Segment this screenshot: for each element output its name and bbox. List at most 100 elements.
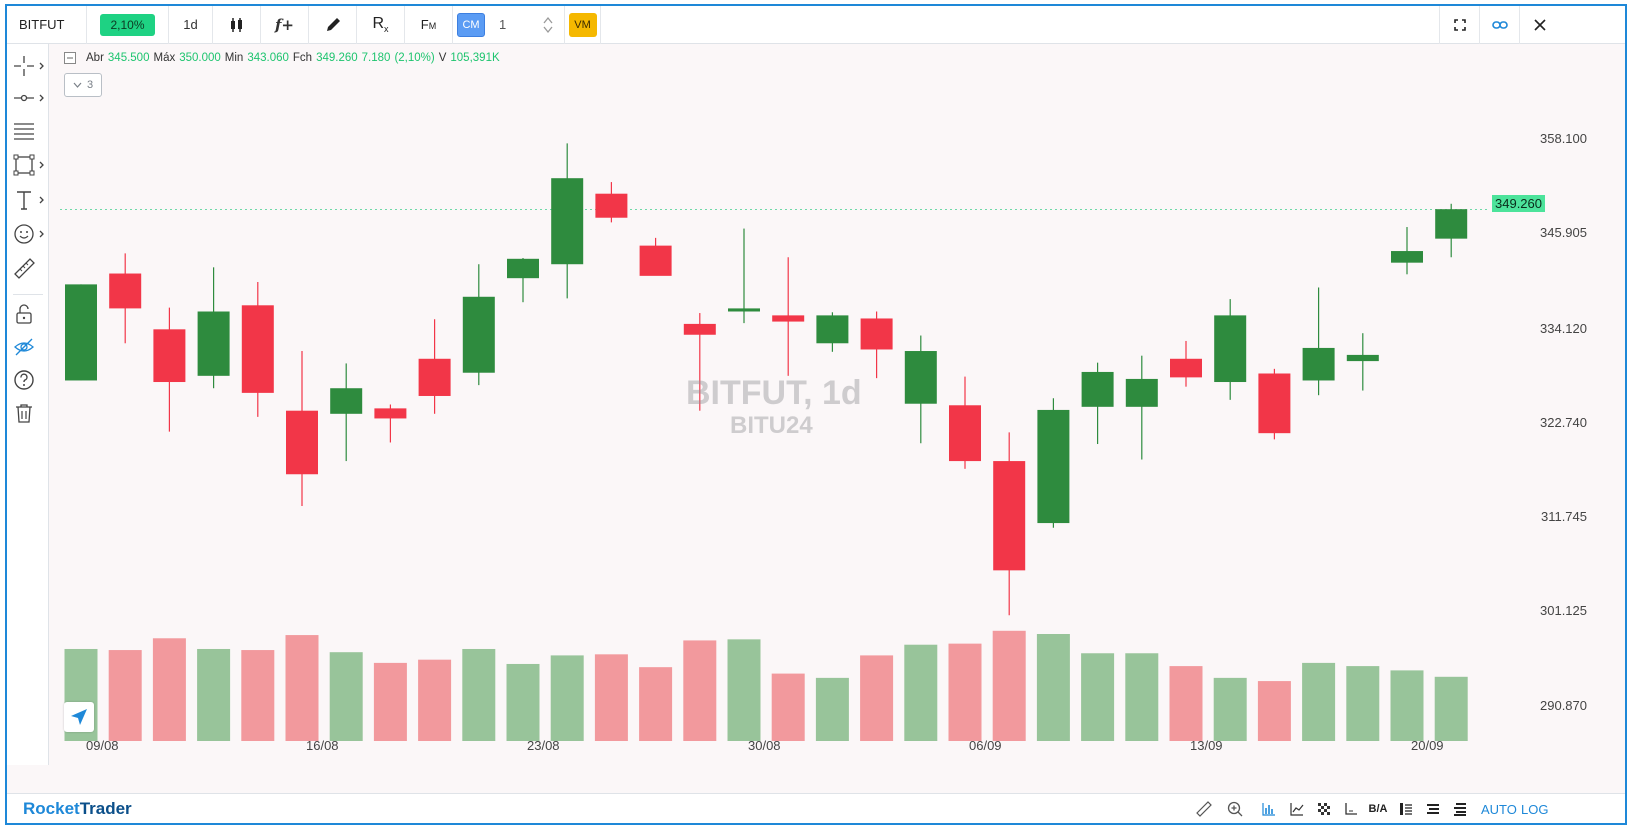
- zoom-in-icon: [1227, 801, 1243, 817]
- candle: [551, 143, 584, 299]
- indicators-button[interactable]: f+: [261, 5, 309, 44]
- candle-body: [1302, 347, 1335, 381]
- hide-drawings-button[interactable]: [13, 333, 45, 361]
- navigate-button[interactable]: [64, 702, 94, 732]
- watermark-title: BITFUT, 1d: [686, 374, 862, 412]
- candle: [1435, 203, 1468, 258]
- candle-body: [1214, 315, 1247, 383]
- symbol-selector[interactable]: BITFUT: [7, 5, 87, 44]
- eye-off-icon: [14, 338, 34, 356]
- shapes-tool[interactable]: [13, 151, 45, 179]
- delete-drawings-button[interactable]: [13, 399, 45, 427]
- help-button[interactable]: [13, 366, 45, 394]
- volume-bar: [992, 630, 1026, 741]
- date-tick: 20/09: [1411, 738, 1444, 753]
- drawing-button[interactable]: [309, 5, 357, 44]
- vm-button[interactable]: VM: [568, 12, 597, 37]
- layout-toggle-1[interactable]: [1424, 800, 1442, 818]
- layout-toggle-2[interactable]: [1451, 800, 1469, 818]
- low-value: 343.060: [247, 52, 289, 64]
- volume-bar: [506, 663, 540, 741]
- candle-body: [65, 284, 97, 381]
- emoji-tool[interactable]: [13, 220, 45, 248]
- volume-bar: [285, 635, 319, 741]
- candle: [904, 335, 937, 444]
- price-tick: 311.745: [1540, 509, 1587, 524]
- link-button[interactable]: [1479, 6, 1519, 44]
- text-tool[interactable]: [13, 186, 45, 214]
- price-tick: 334.120: [1540, 321, 1587, 336]
- chart-canvas[interactable]: [50, 44, 1625, 765]
- candle-body: [153, 329, 186, 383]
- ohlc-legend: Abr 345.500 Máx 350.000 Min 343.060 Fch 349.…: [64, 52, 500, 64]
- candles-button[interactable]: [213, 5, 261, 44]
- help-icon: [14, 370, 34, 390]
- book-toggle[interactable]: [1397, 800, 1415, 818]
- close-button[interactable]: [1519, 6, 1559, 44]
- date-tick: 09/08: [86, 738, 119, 753]
- change-badge: 2,10%: [100, 13, 155, 36]
- candle: [153, 307, 186, 432]
- current-price-label: 349.260: [1492, 195, 1545, 212]
- ba-icon: B/A: [1368, 803, 1388, 815]
- trendline-tool[interactable]: [13, 84, 45, 112]
- checker-icon: [1318, 803, 1330, 815]
- line-toggle[interactable]: [1288, 800, 1306, 818]
- candle: [1170, 340, 1202, 387]
- chart-area[interactable]: Abr 345.500 Máx 350.000 Min 343.060 Fch 349.…: [50, 44, 1625, 765]
- collapse-legend-icon[interactable]: [64, 52, 76, 64]
- candle: [1391, 227, 1423, 275]
- candle-body: [1037, 409, 1070, 524]
- date-tick: 06/09: [969, 738, 1002, 753]
- cm-button[interactable]: CM: [457, 12, 485, 37]
- grid-toggle[interactable]: [1315, 800, 1333, 818]
- ruler-button[interactable]: [1195, 800, 1213, 818]
- fm-icon: FM: [420, 17, 437, 32]
- log-scale-button[interactable]: LOG: [1521, 802, 1549, 817]
- axis-icon: [1345, 803, 1357, 815]
- volume-bar: [1346, 666, 1380, 741]
- quantity-stepper-icon[interactable]: [543, 16, 553, 34]
- zoom-button[interactable]: [1226, 800, 1244, 818]
- fib-lines-icon: [14, 123, 34, 140]
- fm-button[interactable]: FM: [405, 5, 453, 44]
- candle: [109, 253, 142, 344]
- candle: [65, 284, 97, 381]
- fullscreen-button[interactable]: [1439, 6, 1479, 44]
- candle: [462, 264, 495, 386]
- lock-drawings-button[interactable]: [13, 300, 45, 328]
- low-label: Min: [224, 52, 244, 64]
- interval-button[interactable]: 1d: [169, 5, 213, 44]
- candles: [65, 143, 1468, 616]
- candle-body: [551, 178, 584, 265]
- ruler-tool[interactable]: [13, 254, 45, 282]
- indicators-collapse-button[interactable]: 3: [64, 73, 102, 97]
- close-icon: [1533, 19, 1546, 31]
- candle-body: [993, 461, 1026, 571]
- auto-scale-button[interactable]: AUTO: [1481, 802, 1517, 817]
- price-tick: 358.100: [1540, 131, 1587, 146]
- candle-body: [1125, 378, 1158, 407]
- price-tick: 301.125: [1540, 603, 1587, 618]
- trash-icon: [16, 404, 32, 423]
- volume-value: 105,391K: [450, 52, 500, 64]
- candle-body: [197, 311, 230, 376]
- quantity-input[interactable]: 1: [499, 17, 507, 32]
- layers-icon: [1427, 804, 1439, 814]
- rx-button[interactable]: Rx: [357, 5, 405, 44]
- candle-body: [418, 358, 451, 396]
- crosshair-tool[interactable]: [13, 52, 45, 80]
- ba-toggle[interactable]: B/A: [1368, 800, 1388, 818]
- price-tick: 345.905: [1540, 225, 1587, 240]
- fibonacci-tool[interactable]: [13, 118, 45, 146]
- volume-toggle[interactable]: [1260, 800, 1278, 818]
- candle: [374, 404, 407, 443]
- pencil-icon: [326, 17, 340, 31]
- candle-body: [904, 351, 937, 404]
- candle-body: [241, 305, 274, 393]
- axis-toggle[interactable]: [1342, 800, 1360, 818]
- candle: [860, 311, 893, 379]
- date-tick: 30/08: [748, 738, 781, 753]
- volume-bar: [815, 677, 849, 741]
- change-value: 7.180: [361, 52, 391, 64]
